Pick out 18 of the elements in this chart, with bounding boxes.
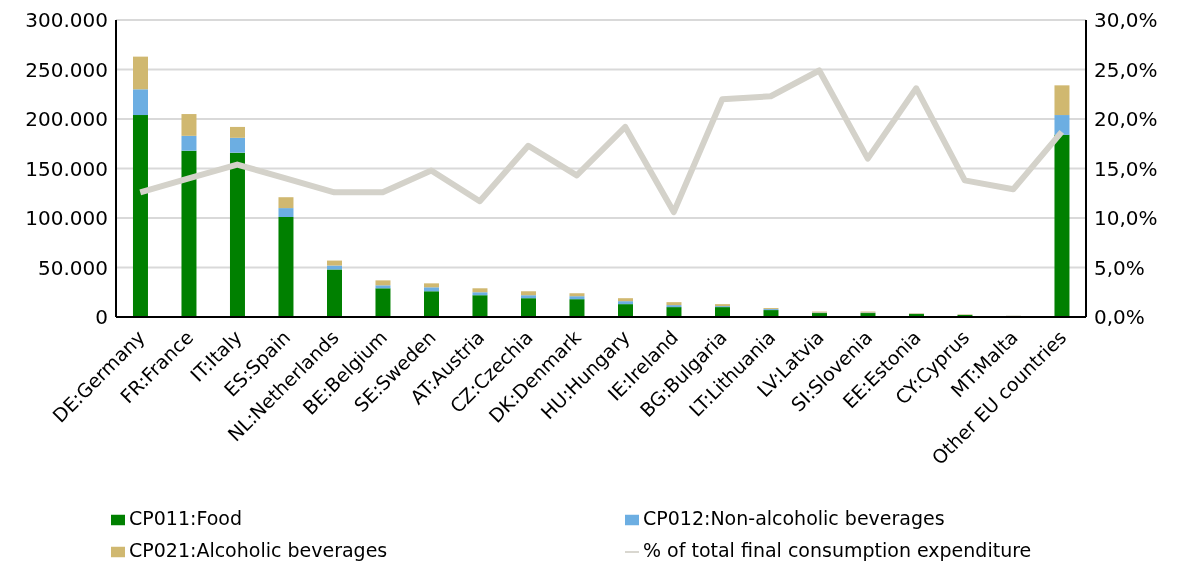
legend-label: CP012:Non-alcoholic beverages — [643, 507, 945, 529]
y2-tick-label: 10,0% — [1094, 206, 1158, 231]
y-tick-label: 100.000 — [25, 206, 108, 231]
y-tick-label: 0 — [95, 305, 108, 330]
y-tick-label: 250.000 — [25, 57, 108, 82]
y2-tick-label: 30,0% — [1094, 8, 1158, 33]
y2-tick-label: 25,0% — [1094, 57, 1158, 82]
y2-tick-label: 5,0% — [1094, 255, 1145, 280]
y-tick-label: 200.000 — [25, 107, 108, 132]
y2-tick-label: 0,0% — [1094, 305, 1145, 330]
y2-tick-label: 20,0% — [1094, 107, 1158, 132]
y-tick-label: 50.000 — [38, 255, 108, 280]
legend-label: CP021:Alcoholic beverages — [129, 539, 388, 561]
y-tick-label: 150.000 — [25, 156, 108, 181]
y2-tick-label: 15,0% — [1094, 156, 1158, 181]
y-tick-label: 300.000 — [25, 8, 108, 33]
legend-label: % of total final consumption expenditure — [643, 539, 1032, 561]
legend-label: CP011:Food — [129, 507, 242, 529]
